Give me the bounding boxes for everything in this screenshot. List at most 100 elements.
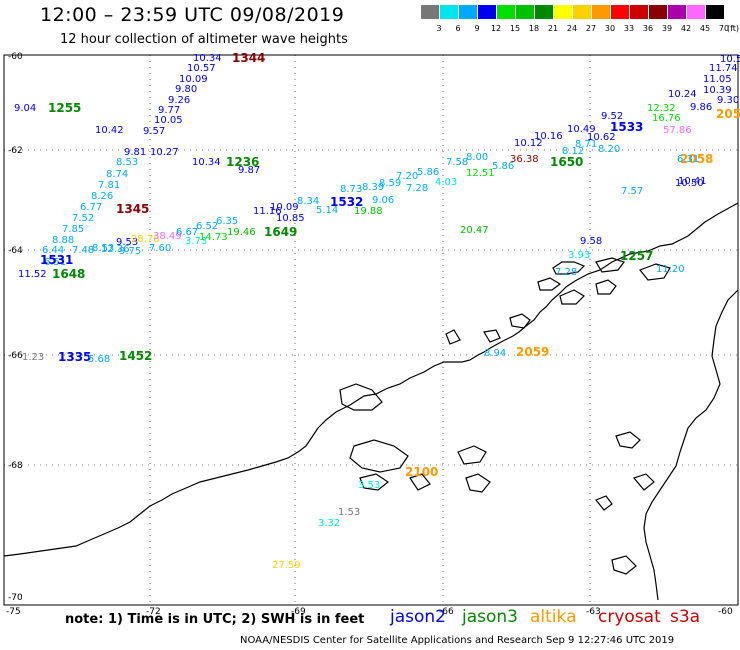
legend-label: 12 (490, 24, 502, 33)
wave-height-label: 10.34 (193, 53, 222, 64)
wave-height-label: 4.03 (435, 177, 458, 188)
legend-label: 21 (547, 24, 559, 33)
legend-label: 39 (661, 24, 673, 33)
wave-height-label: 7.81 (98, 180, 121, 191)
wave-height-label: 57.86 (663, 125, 692, 136)
wave-height-label: 7.48 (72, 245, 95, 256)
wave-height-label: 10.5 (720, 54, 740, 65)
legend-unit: (ft) (726, 24, 740, 33)
wave-height-label: 10.24 (668, 89, 697, 100)
pass-time-label: 1257 (620, 249, 654, 263)
legend-label: 45 (699, 24, 711, 33)
wave-height-label: 9.87 (238, 165, 261, 176)
mission-cryosat: cryosat (598, 607, 661, 627)
coastline (3, 202, 739, 601)
wave-height-label: 10.41 (678, 176, 707, 187)
pass-time-label: 2100 (405, 465, 439, 479)
legend-swatch (649, 5, 667, 19)
pass-time-label: 1533 (610, 120, 644, 134)
wave-height-label: 10.09 (179, 74, 208, 85)
pass-time-label: 1452 (119, 349, 153, 363)
legend-swatch (440, 5, 458, 19)
wave-height-label: 8.74 (106, 169, 129, 180)
wave-height-label: 6.35 (216, 216, 239, 227)
wave-height-label: 7.28 (555, 267, 578, 278)
wave-height-label: 9.26 (168, 95, 191, 106)
wave-height-label: 7.28 (406, 183, 429, 194)
wave-height-label: 27.59 (272, 560, 301, 571)
legend-swatch (630, 5, 648, 19)
lon-label: -72 (146, 607, 161, 617)
wave-height-label: 8.88 (52, 235, 75, 246)
pass-time-label: 1255 (48, 101, 82, 115)
wave-height-label: 8.12 (562, 146, 585, 157)
wave-height-label: 3.73 (185, 236, 208, 247)
wave-height-label: 9.75 (119, 246, 142, 257)
wave-height-label: 10.39 (703, 85, 732, 96)
mission-altika: altika (530, 607, 577, 627)
wave-height-label: 7.60 (149, 243, 172, 254)
wave-height-label: 9.06 (372, 195, 395, 206)
wave-height-label: 19.88 (354, 206, 383, 217)
pass-time-label: 1531 (40, 253, 74, 267)
wave-height-label: 36.38 (510, 154, 539, 165)
wave-height-label: 6.51 (44, 257, 67, 268)
map-frame (3, 54, 739, 606)
wave-height-label: 11.05 (703, 74, 732, 85)
lon-label: -66 (439, 607, 454, 617)
wave-height-label: 9.57 (143, 126, 166, 137)
wave-height-label: 11.74 (709, 63, 738, 74)
pass-time-label: 2058 (680, 152, 714, 166)
lat-label: -64 (8, 246, 23, 256)
legend-label: 36 (642, 24, 654, 33)
wave-height-label: 6.67 (176, 227, 199, 238)
wave-height-label: 7.57 (621, 186, 644, 197)
wave-height-label: 7.20 (396, 171, 419, 182)
lon-label: -69 (291, 607, 306, 617)
legend-label: 70 (718, 24, 730, 33)
legend-label: 30 (604, 24, 616, 33)
wave-height-label: 5.68 (88, 354, 111, 365)
legend-swatch (573, 5, 591, 19)
wave-height-label: 19.46 (227, 227, 256, 238)
wave-height-label: 10.34 (192, 157, 221, 168)
wave-height-label: 10.42 (95, 125, 124, 136)
wave-height-label: 8.53 (92, 243, 115, 254)
legend-swatch (535, 5, 553, 19)
wave-height-label: 10.05 (154, 115, 183, 126)
wave-height-label: 10.12 (514, 138, 543, 149)
wave-height-label: 10.27 (150, 147, 179, 158)
legend-swatch (516, 5, 534, 19)
wave-height-label: 9.81 (124, 147, 147, 158)
wave-height-label: 7.52 (72, 213, 95, 224)
wave-height-label: 7.58 (446, 157, 469, 168)
map-title: 12:00 – 23:59 UTC 09/08/2019 (40, 4, 345, 26)
legend-label: 15 (509, 24, 521, 33)
wave-height-label: 10.57 (187, 63, 216, 74)
pass-time-label: 1335 (58, 350, 92, 364)
pass-time-label: 1648 (52, 267, 86, 281)
latitude-grid (4, 55, 738, 605)
legend-swatch (706, 5, 724, 19)
lat-label: -66 (8, 351, 23, 361)
wave-height-label: 6.52 (196, 221, 219, 232)
wave-height-label: 3.32 (318, 518, 341, 529)
legend-label: 18 (528, 24, 540, 33)
wave-height-label: 8.26 (91, 191, 114, 202)
wave-height-label: 16.76 (652, 113, 681, 124)
wave-height-label: 8.73 (340, 184, 363, 195)
wave-height-label: 9.53 (116, 237, 139, 248)
wave-height-label: 8.20 (598, 144, 621, 155)
wave-height-label: 7.85 (62, 224, 85, 235)
lat-label: -62 (8, 146, 23, 156)
wave-height-label: 10.49 (567, 124, 596, 135)
mission-s3a: s3a (670, 607, 701, 627)
map-subtitle: 12 hour collection of altimeter wave hei… (60, 32, 348, 47)
wave-height-label: 3.53 (358, 480, 381, 491)
wave-height-label: 9.30 (717, 95, 740, 106)
lat-label: -70 (8, 593, 23, 603)
wave-height-label: 38.49 (153, 231, 182, 242)
wave-height-label: 9.52 (601, 111, 624, 122)
wave-height-label: 10.16 (534, 131, 563, 142)
legend-swatch (611, 5, 629, 19)
